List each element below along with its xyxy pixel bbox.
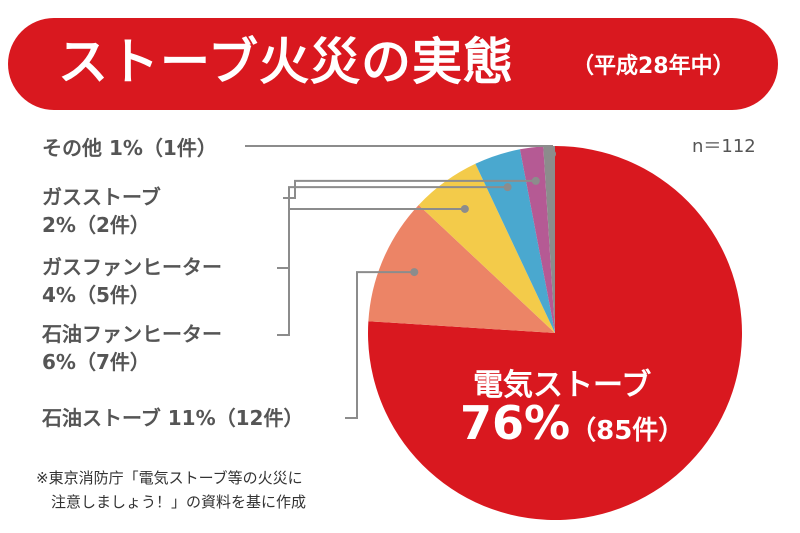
label-other: その他 1%（1件）: [42, 136, 217, 160]
leader-dot-5: [548, 150, 556, 158]
source-line-1: ※東京消防庁「電気ストーブ等の火災に: [36, 469, 303, 487]
label-oil-stove: 石油ストーブ 11%（12件）: [42, 406, 304, 430]
leader-dot-2: [460, 204, 469, 213]
label-gas-stove-value: 2%（2件）: [42, 213, 150, 237]
electric-stove-value: 76%（85件）: [460, 396, 684, 450]
pie-slice-2: [418, 163, 555, 333]
source-line-2: 注意しましょう！」の資料を基に作成: [36, 493, 307, 511]
pie-slice-4: [519, 146, 555, 333]
leader-line-4: [283, 179, 536, 199]
label-gas-fan-value: 4%（5件）: [42, 283, 150, 307]
label-gas-stove-name: ガスストーブ: [42, 185, 161, 209]
leader-line-1: [345, 271, 415, 419]
leader-line-2: [277, 207, 465, 336]
sample-size: n＝112: [692, 136, 756, 157]
pie-slice-5: [543, 146, 555, 333]
leader-line-3: [277, 186, 508, 269]
label-oil-fan-name: 石油ファンヒーター: [42, 322, 222, 346]
label-gas-fan-name: ガスファンヒーター: [42, 255, 222, 279]
leader-dot-3: [503, 183, 512, 192]
chart-subtitle: （平成28年中）: [572, 54, 735, 79]
pie-slice-1: [368, 204, 555, 333]
leader-dot-1: [410, 268, 419, 277]
source-note: ※東京消防庁「電気ストーブ等の火災に 注意しましょう！」の資料を基に作成: [36, 466, 396, 514]
leader-dot-4: [531, 176, 540, 185]
chart-title: ストーブ火災の実態: [58, 33, 514, 91]
title-banner: [8, 18, 778, 110]
electric-stove-name: 電気ストーブ: [473, 368, 652, 403]
electric-stove-percent: 76%: [460, 396, 571, 450]
label-oil-fan-value: 6%（7件）: [42, 350, 150, 374]
pie-slice-3: [475, 149, 555, 333]
electric-stove-count: （85件）: [570, 416, 685, 446]
